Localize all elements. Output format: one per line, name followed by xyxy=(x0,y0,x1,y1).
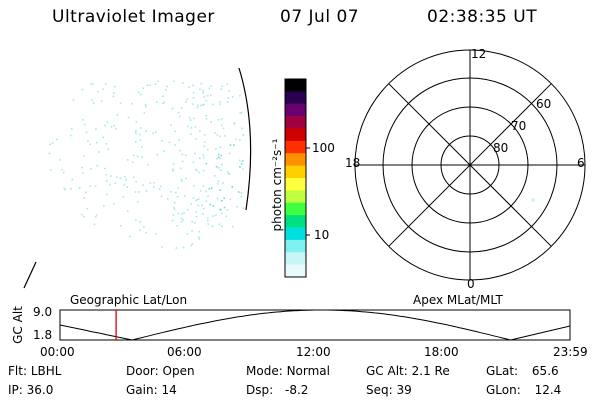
info-gain: Gain: 14 xyxy=(126,383,177,397)
earth-limb-left xyxy=(23,261,37,289)
lat-label-60: 60 xyxy=(536,97,552,111)
timeline-ymax: 9.0 xyxy=(33,305,53,319)
info-mode: Mode: Normal xyxy=(246,364,330,378)
orbit-altitude-curve xyxy=(59,309,571,341)
colorbar-segment xyxy=(285,79,306,92)
earth-limb-right xyxy=(238,67,252,211)
info-door: Door: Open xyxy=(126,364,195,378)
colorbar-tick-10: 10 xyxy=(314,228,330,242)
mlt-label-0: 0 xyxy=(467,277,475,291)
colorbar-tick-100: 100 xyxy=(312,141,335,155)
colorbar-segment xyxy=(285,103,306,117)
timeline-left-label: Geographic Lat/Lon xyxy=(70,293,188,307)
info-filter: Flt: LBHL xyxy=(8,364,62,378)
polar-grid xyxy=(354,49,586,281)
app-title: Ultraviolet Imager xyxy=(52,7,215,27)
time-tick-2359: 23:59 xyxy=(553,345,588,359)
mlt-label-6: 6 xyxy=(577,156,585,170)
image-time: 02:38:35 UT xyxy=(427,7,538,27)
colorbar-segment xyxy=(285,215,306,228)
timeline-ymin: 1.8 xyxy=(33,328,53,342)
colorbar-segment xyxy=(285,227,306,241)
info-glat: GLat: 65.6 xyxy=(486,364,559,378)
time-tick-1200: 12:00 xyxy=(296,345,331,359)
colorbar-segment xyxy=(285,190,306,204)
info-dsp: Dsp: -8.2 xyxy=(246,383,309,397)
colorbar-segment xyxy=(285,165,306,179)
colorbar-segment xyxy=(285,128,306,142)
lat-label-70: 70 xyxy=(511,119,527,133)
colorbar-segment xyxy=(285,252,306,266)
timeline-ylabel: GC Alt xyxy=(11,306,25,344)
lat-label-80: 80 xyxy=(493,141,509,155)
info-ip: IP: 36.0 xyxy=(8,383,54,397)
color-bar xyxy=(284,78,310,278)
mlt-label-18: 18 xyxy=(345,156,361,170)
colorbar-unit-label: photon cm⁻²s⁻¹ xyxy=(270,138,284,232)
colorbar-segment xyxy=(285,116,306,129)
time-tick-1800: 18:00 xyxy=(424,345,459,359)
info-glon: GLon: 12.4 xyxy=(486,383,562,397)
colorbar-segment xyxy=(285,153,306,167)
info-seq: Seq: 39 xyxy=(366,383,412,397)
colorbar-segment xyxy=(285,264,306,278)
colorbar-segment xyxy=(285,140,306,154)
timeline-right-label: Apex MLat/MLT xyxy=(413,293,503,307)
image-date: 07 Jul 07 xyxy=(280,7,360,27)
mlt-label-12: 12 xyxy=(471,47,487,61)
time-tick-0000: 00:00 xyxy=(40,345,75,359)
colorbar-segment xyxy=(285,91,306,105)
altitude-timeline xyxy=(59,309,571,341)
colorbar-segment xyxy=(285,178,306,191)
time-tick-0600: 06:00 xyxy=(167,345,202,359)
colorbar-segment xyxy=(285,202,306,216)
colorbar-segment xyxy=(285,239,306,253)
info-gc-alt: GC Alt: 2.1 Re xyxy=(366,364,450,378)
auroral-image xyxy=(23,67,252,289)
